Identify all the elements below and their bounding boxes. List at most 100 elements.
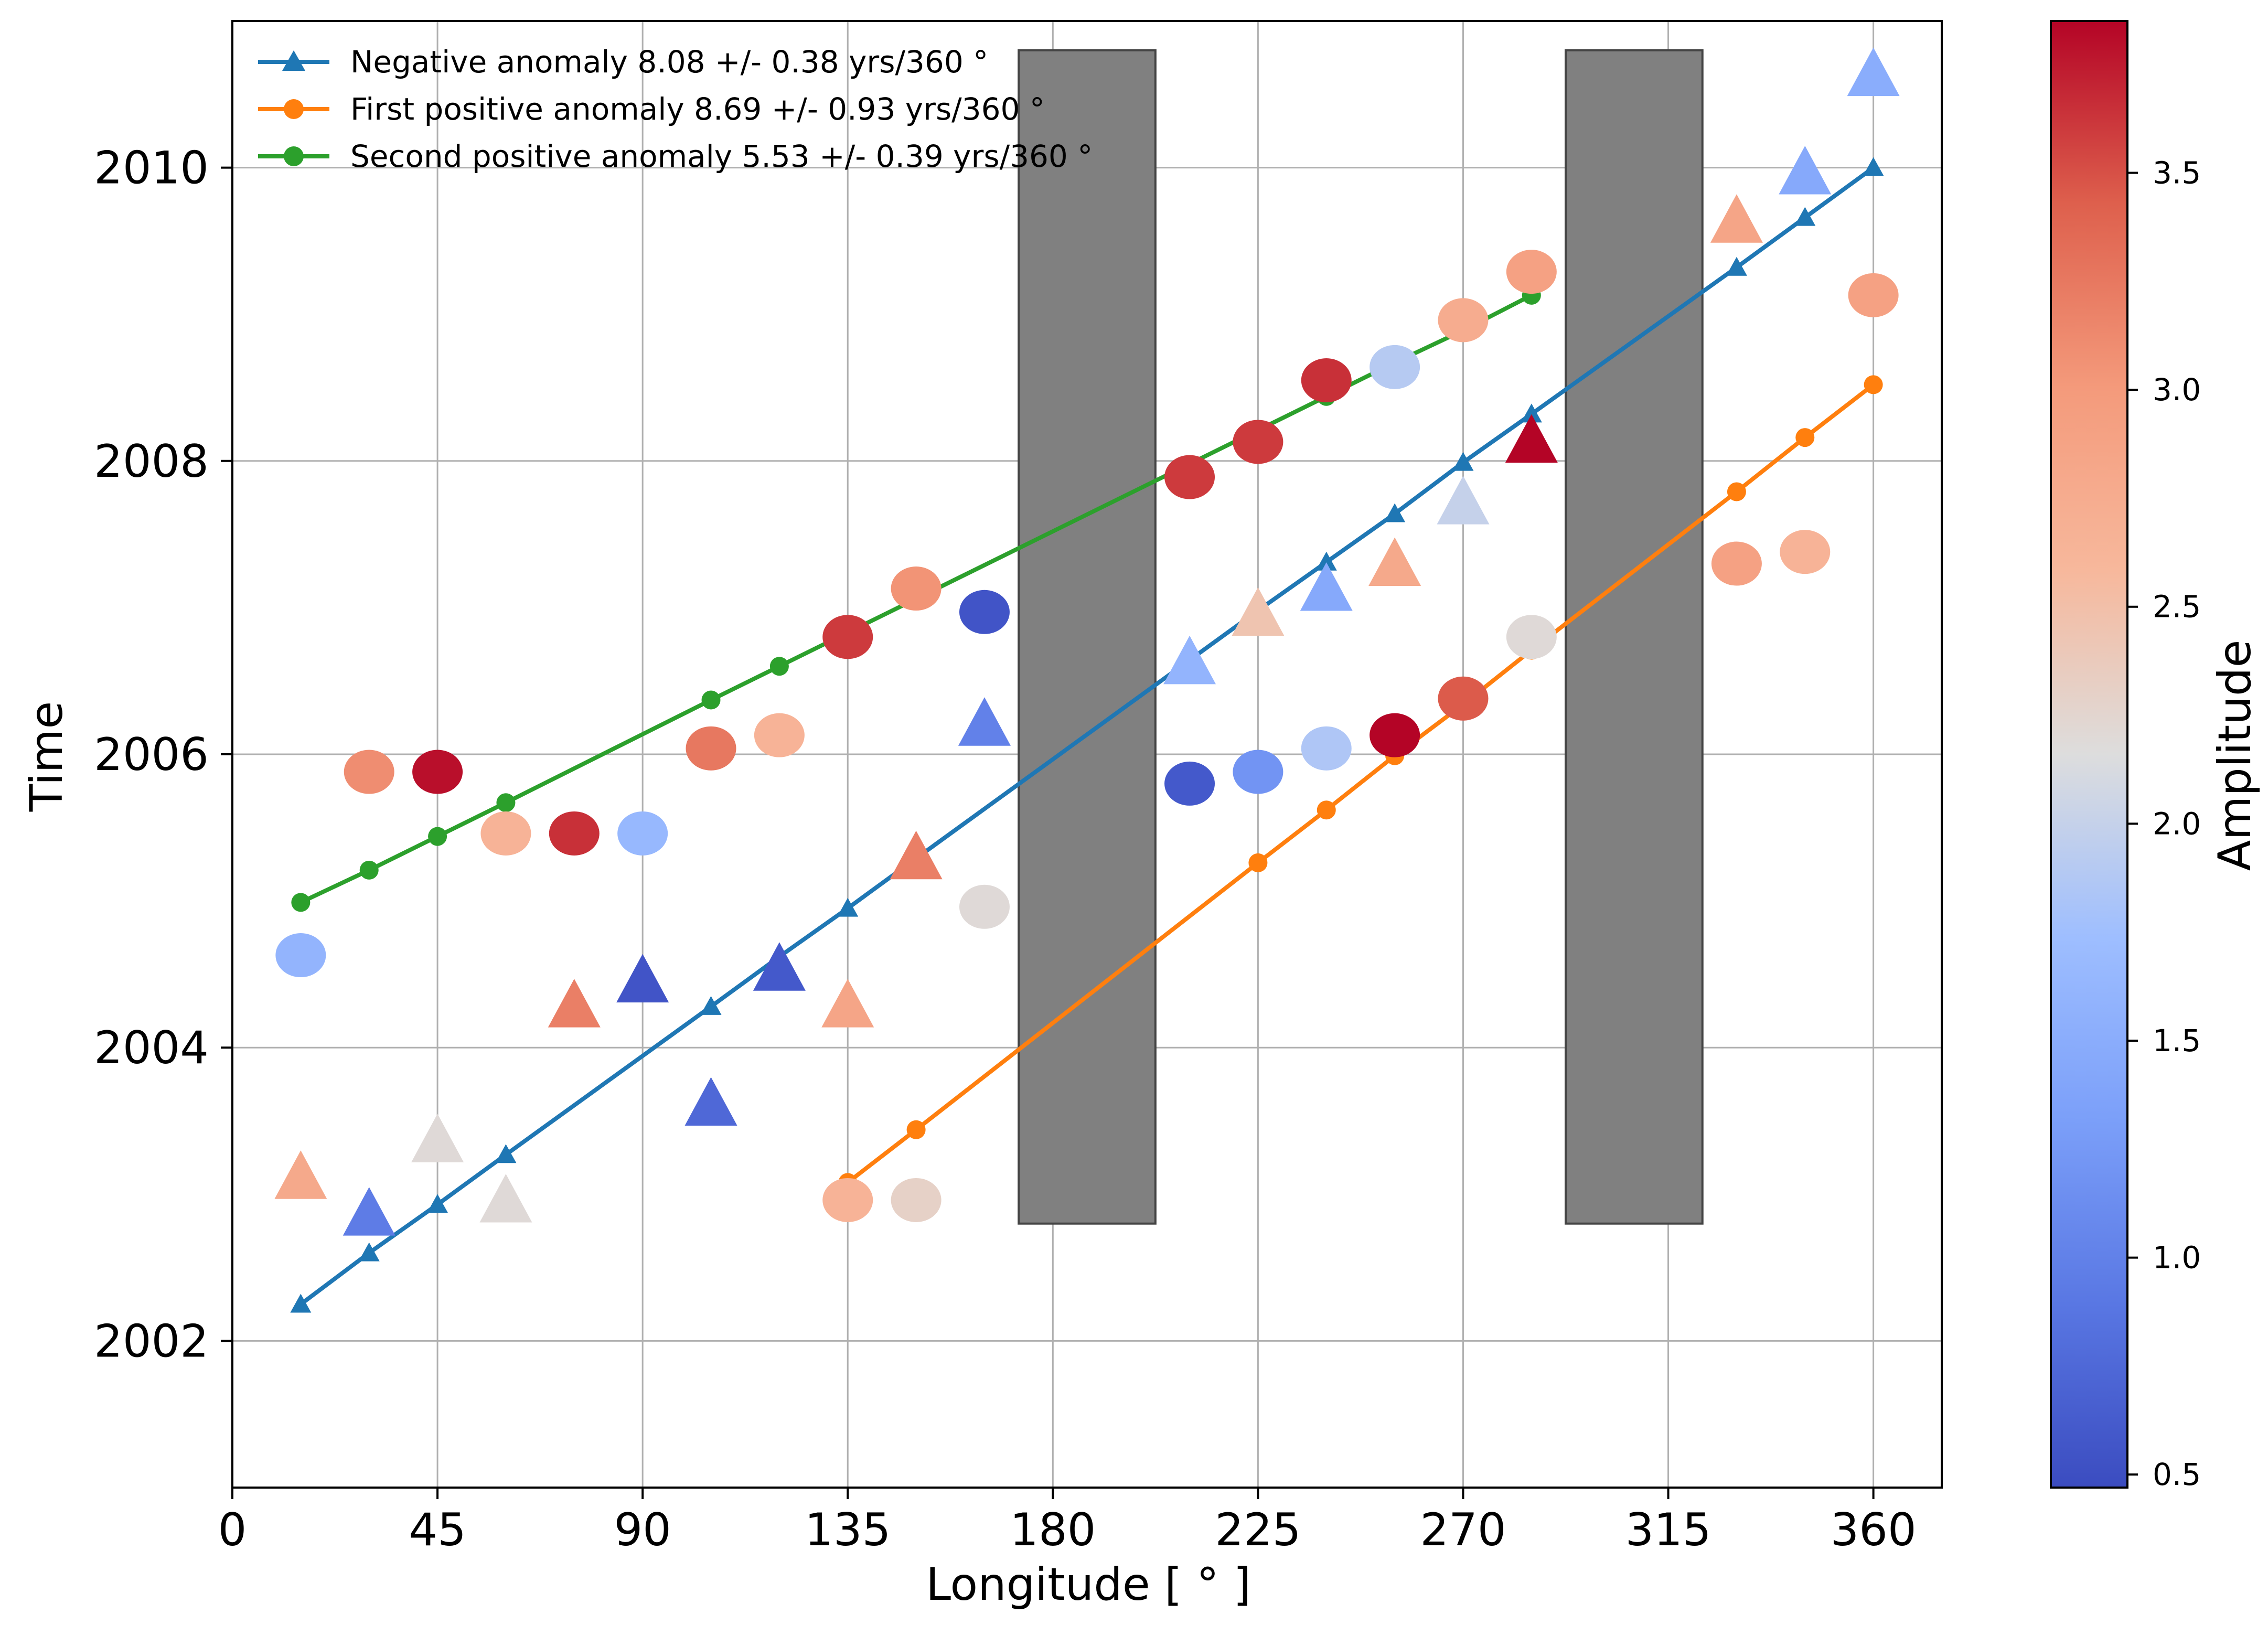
colorbar-tick-label: 0.5 [2153, 1457, 2201, 1492]
amplitude-circle-point [412, 750, 463, 794]
amplitude-circle-point [822, 1178, 873, 1222]
series-1-marker [1726, 256, 1747, 276]
amplitude-circle-point [754, 713, 805, 757]
series-2-marker [1317, 800, 1336, 820]
series-1-marker [1452, 452, 1474, 471]
x-tick-label: 315 [1625, 1504, 1711, 1556]
amplitude-circle-point [549, 811, 600, 856]
legend-marker [284, 99, 304, 119]
x-tick-label: 180 [1010, 1504, 1096, 1556]
colorbar [2050, 20, 2128, 1489]
amplitude-triangle-point [1368, 537, 1421, 586]
amplitude-circle-point [1164, 761, 1215, 806]
amplitude-circle-point [959, 590, 1010, 634]
amplitude-circle-point [686, 726, 736, 771]
amplitude-circle-point [959, 884, 1010, 929]
shaded-region [1018, 49, 1157, 1225]
series-1-marker [290, 1293, 312, 1313]
series-3-marker [496, 793, 516, 812]
series-3-marker [291, 893, 311, 912]
x-tick-label: 90 [614, 1504, 671, 1556]
x-tick-label: 360 [1831, 1504, 1917, 1556]
series-2-marker [1795, 428, 1815, 447]
series-1-marker [1315, 551, 1337, 571]
series-line-2 [846, 383, 1875, 1184]
amplitude-circle-point [891, 1178, 942, 1222]
amplitude-triangle-point [1163, 635, 1216, 685]
series-3-marker [701, 690, 721, 710]
series-1-marker [1863, 157, 1884, 176]
amplitude-triangle-point [548, 979, 601, 1028]
x-axis-label: Longitude [ ° ] [926, 1558, 1251, 1611]
amplitude-triangle-point [958, 697, 1011, 746]
y-tick-label: 2004 [94, 1022, 209, 1074]
series-1-marker [837, 897, 859, 917]
amplitude-circle-point [1164, 455, 1215, 499]
colorbar-tick-label: 2.5 [2153, 589, 2201, 625]
amplitude-triangle-point [411, 1114, 464, 1162]
legend-marker [282, 50, 305, 71]
amplitude-triangle-point [616, 954, 669, 1003]
amplitude-triangle-point [274, 1150, 327, 1199]
colorbar-tick-label: 3.5 [2153, 155, 2201, 191]
colorbar-tick-label: 3.0 [2153, 372, 2201, 408]
series-1-marker [495, 1144, 517, 1163]
legend-label: First positive anomaly 8.69 +/- 0.93 yrs… [350, 91, 1045, 127]
x-tick-label: 135 [805, 1504, 891, 1556]
amplitude-circle-point [1233, 750, 1283, 794]
amplitude-triangle-point [1300, 562, 1353, 611]
legend-label: Negative anomaly 8.08 +/- 0.38 yrs/360 ° [350, 44, 988, 80]
series-2-marker [1727, 482, 1746, 501]
amplitude-circle-point [1301, 358, 1352, 403]
amplitude-circle-point [1233, 420, 1283, 464]
amplitude-triangle-point [1437, 476, 1490, 525]
amplitude-circle-point [344, 750, 394, 794]
amplitude-circle-point [1506, 250, 1557, 294]
amplitude-circle-point [822, 615, 873, 659]
x-tick-label: 225 [1215, 1504, 1301, 1556]
amplitude-circle-point [1438, 298, 1489, 343]
series-3-marker [769, 657, 789, 676]
y-tick-label: 2010 [94, 142, 209, 195]
x-tick-label: 45 [409, 1504, 466, 1556]
axis-ticks: 0 45 90 135 180 225 270 315 360 2002 2004 2006 2008 2… [94, 142, 1917, 1556]
y-tick-label: 2002 [94, 1315, 209, 1367]
amplitude-circle-point [1438, 676, 1489, 721]
amplitude-triangle-point [821, 979, 874, 1028]
series-2-marker [1248, 853, 1268, 872]
series-1-marker [358, 1242, 380, 1261]
shaded-region [1565, 49, 1704, 1225]
colorbar-tick-label: 1.5 [2153, 1023, 2201, 1059]
y-tick-label: 2006 [94, 729, 209, 781]
amplitude-triangle-point [1779, 145, 1832, 195]
amplitude-triangle-point [343, 1187, 395, 1236]
legend-label: Second positive anomaly 5.53 +/- 0.39 yr… [350, 138, 1093, 174]
series-1-marker [1384, 503, 1406, 522]
amplitude-circle-point [275, 933, 326, 978]
amplitude-circle-point [480, 811, 531, 856]
amplitude-circle-point [1848, 273, 1899, 317]
series-3-marker [428, 827, 447, 846]
amplitude-circle-point [1370, 713, 1420, 757]
series-1-marker [1521, 403, 1542, 423]
amplitude-circle-point [1711, 541, 1762, 586]
series-1-marker [700, 996, 722, 1015]
y-axis-label: Time [20, 701, 73, 812]
series-3-marker [359, 860, 379, 880]
series-2-marker [906, 1120, 926, 1139]
y-tick-label: 2008 [94, 435, 209, 488]
colorbar-tick-label: 1.0 [2153, 1240, 2201, 1276]
colorbar-label: Amplitude [2209, 640, 2261, 871]
shaded-regions [1018, 49, 1704, 1225]
amplitude-circle-point [1370, 345, 1420, 389]
series-1-marker [1794, 207, 1816, 226]
amplitude-triangle-point [1847, 47, 1900, 97]
amplitude-triangle-point [479, 1173, 532, 1223]
amplitude-triangle-point [684, 1077, 737, 1126]
amplitude-scatter [274, 47, 1900, 1236]
legend-marker [284, 146, 304, 166]
colorbar-tick-label: 2.0 [2153, 806, 2201, 841]
series-1-marker [427, 1194, 448, 1213]
amplitude-circle-point [891, 566, 942, 611]
